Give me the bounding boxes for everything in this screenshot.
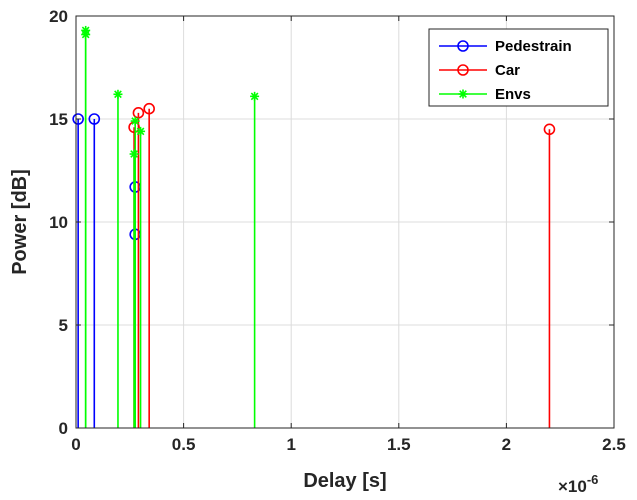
- asterisk-marker: [250, 91, 260, 101]
- legend-entry-envs: Envs: [439, 86, 531, 103]
- asterisk-stroke: [131, 117, 140, 125]
- asterisk-stroke: [459, 90, 467, 98]
- asterisk-stroke: [81, 30, 90, 39]
- tick-labels: 0 0.5 1 1.5 2 2.5 0 5 10 15 20: [49, 7, 626, 454]
- axes: [75, 15, 615, 429]
- asterisk-stroke: [136, 127, 145, 136]
- x-axis-label: Delay [s]: [303, 470, 386, 492]
- y-axis-label: Power [dB]: [9, 169, 31, 275]
- x-multiplier: ×10-6: [558, 472, 598, 496]
- x-tick-label: 2: [502, 435, 511, 454]
- asterisk-stroke: [130, 150, 138, 158]
- x-tick-label: 0: [71, 435, 80, 454]
- legend: Pedestrain Car Envs: [428, 28, 609, 107]
- legend-label: Car: [495, 62, 520, 79]
- x-tick-label: 2.5: [602, 435, 626, 454]
- x-multiplier-base: ×10: [558, 477, 587, 496]
- legend-entry-car: Car: [439, 62, 520, 79]
- stem-series: [72, 25, 556, 428]
- y-tick-label: 20: [49, 7, 68, 26]
- asterisk-marker: [136, 126, 146, 136]
- y-tick-label: 15: [49, 110, 68, 129]
- asterisk-stroke: [250, 92, 259, 101]
- x-tick-label: 1: [286, 435, 295, 454]
- circle-marker: [143, 102, 155, 115]
- circle-marker: [457, 64, 469, 76]
- x-tick-label: 0.5: [172, 435, 196, 454]
- circle-marker: [88, 113, 101, 125]
- asterisk-stroke: [114, 90, 122, 99]
- x-multiplier-exponent: -6: [587, 472, 599, 487]
- asterisk-marker: [81, 30, 91, 40]
- circle-marker: [72, 113, 84, 125]
- asterisk-marker: [130, 116, 140, 126]
- circle-marker: [543, 123, 556, 136]
- legend-label: Envs: [495, 86, 531, 103]
- y-tick-label: 10: [49, 213, 68, 232]
- legend-label: Pedestrain: [495, 38, 572, 55]
- asterisk-marker: [113, 89, 123, 99]
- legend-entry-pedestrain: Pedestrain: [439, 38, 572, 55]
- y-tick-label: 5: [59, 316, 68, 335]
- asterisk-marker: [458, 89, 468, 99]
- circle-marker: [457, 40, 469, 52]
- x-tick-label: 1.5: [387, 435, 411, 454]
- y-tick-label: 0: [59, 419, 68, 438]
- asterisk-marker: [129, 149, 139, 159]
- series-envs: [81, 25, 260, 428]
